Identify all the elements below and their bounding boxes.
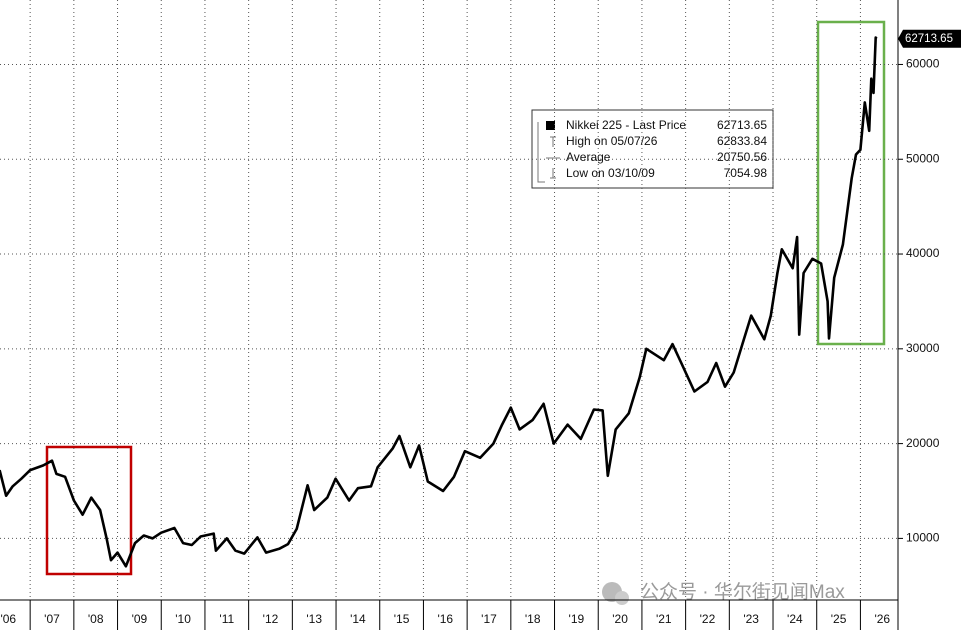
legend-icons: [537, 122, 560, 183]
legend-value: 7054.98: [724, 166, 768, 180]
x-tick-label: '26: [874, 612, 890, 626]
legend-swatch: [546, 121, 555, 130]
legend-value: 62713.65: [717, 118, 767, 132]
y-tick-label: 50000: [906, 151, 940, 165]
legend-value: 20750.56: [717, 150, 767, 164]
x-tick-label: '14: [350, 612, 366, 626]
watermark-icon: [602, 582, 629, 605]
x-tick-label: '24: [787, 612, 803, 626]
highlight-box-2008: [45, 445, 133, 576]
x-tick-label: '16: [437, 612, 453, 626]
x-tick-label: '12: [263, 612, 279, 626]
x-tick-label: '08: [88, 612, 104, 626]
y-tick-label: 30000: [906, 341, 940, 355]
legend-label: Average: [566, 150, 611, 164]
axes: 10000 20000 30000 40000 50000 60000 '06 '07 '08 '…: [0, 0, 940, 630]
x-tick-label: '15: [394, 612, 410, 626]
legend-label: Low on 03/10/09: [566, 166, 655, 180]
legend-label: High on 05/07/26: [566, 134, 658, 148]
y-tick-label: 10000: [906, 531, 940, 545]
watermark: 公众号 · 华尔街见闻Max: [640, 581, 845, 603]
x-tick-label: '18: [525, 612, 541, 626]
x-tick-label: '22: [700, 612, 716, 626]
last-price-tag: [898, 29, 961, 48]
y-tick-label: 60000: [906, 57, 940, 71]
legend-value: 62833.84: [717, 134, 767, 148]
legend-box: [531, 109, 774, 189]
x-tick-label: '21: [656, 612, 672, 626]
x-tick-label: '11: [219, 612, 234, 626]
x-tick-label: '10: [175, 612, 191, 626]
x-tick-label: '07: [44, 612, 60, 626]
last-price-label: 62713.65: [905, 33, 953, 45]
price-line: [0, 36, 878, 568]
x-tick-label: '06: [0, 612, 16, 626]
x-tick-label: '17: [481, 612, 497, 626]
x-tick-label: '20: [612, 612, 628, 626]
legend-label: Nikkei 225 - Last Price: [566, 118, 686, 132]
x-tick-label: '25: [831, 612, 847, 626]
x-tick-label: '19: [569, 612, 585, 626]
y-tick-label: 40000: [906, 246, 940, 260]
legend: Nikkei 225 - Last Price 62713.65 High on…: [531, 109, 774, 189]
x-tick-label: '13: [306, 612, 322, 626]
x-tick-label: '23: [743, 612, 759, 626]
highlight-box-2025: [816, 20, 886, 346]
y-tick-label: 20000: [906, 436, 940, 450]
x-tick-label: '09: [132, 612, 148, 626]
